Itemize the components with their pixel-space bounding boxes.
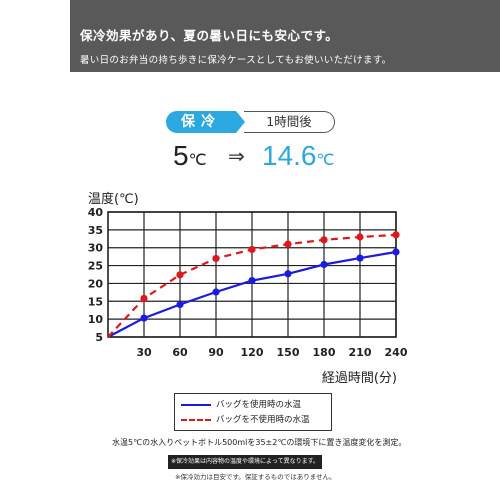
data-point [392, 248, 400, 256]
badge-time: 1時間後 [244, 111, 335, 133]
header-banner: 保冷効果があり、夏の暑い日にも安心です。 暑い日のお弁当の持ち歩きに保冷ケースと… [70, 0, 500, 72]
banner-subline: 暑い日のお弁当の持ち歩きに保冷ケースとしてもお使いいただけます。 [80, 55, 392, 66]
data-point [176, 271, 184, 279]
y-tick-label: 30 [88, 242, 104, 255]
legend-swatch-used [181, 404, 211, 406]
y-tick-label: 40 [88, 206, 104, 219]
temperature-line-chart: 温度(℃) 5 10 15 20 25 30 35 40 30 60 90 120 150 180 210… [88, 191, 408, 386]
data-point [212, 288, 220, 296]
chart-legend: バッグを使用時の水温 バッグを不使用時の水温 [174, 393, 332, 431]
data-point [212, 254, 220, 263]
disclaimer-box: ※保冷効果は内容物の温度や環境によって異なります。 [168, 455, 322, 469]
badge-arrow-icon [236, 111, 245, 133]
temp-before: 5℃ [173, 140, 207, 171]
x-tick-label: 240 [385, 346, 408, 359]
x-tick-label: 90 [208, 346, 224, 359]
y-axis-label: 温度(℃) [88, 191, 139, 207]
y-tick-label: 5 [95, 331, 103, 344]
x-tick-label: 120 [241, 346, 264, 359]
legend-swatch-unused [181, 419, 211, 421]
data-point [320, 260, 328, 269]
temperature-comparison: 5℃ ⇒ 14.6℃ [0, 140, 500, 176]
temp-after: 14.6℃ [262, 140, 335, 171]
y-tick-label: 25 [88, 260, 103, 273]
chart-grid [107, 211, 397, 338]
measurement-note: 水温5℃の水入りペットボトル500mlを35±2℃の環境下に置き温度変化を測定。 [112, 438, 407, 447]
x-tick-label: 30 [136, 346, 152, 359]
x-tick-label: 150 [277, 346, 300, 359]
data-point [176, 300, 184, 309]
data-point [356, 233, 364, 241]
y-tick-label: 15 [88, 295, 103, 308]
data-point [140, 314, 148, 322]
data-point [140, 294, 148, 303]
badge-label: 保冷 [166, 111, 236, 133]
data-point [392, 231, 400, 239]
chart-series [107, 231, 400, 338]
y-tick-label: 10 [88, 313, 104, 326]
y-tick-label: 20 [88, 277, 104, 290]
data-point [248, 245, 256, 254]
data-point [248, 276, 256, 285]
y-tick-label: 35 [88, 224, 103, 237]
disclaimer-line: ※保冷効力は目安です。保証するものではありません。 [175, 473, 336, 481]
data-point [284, 240, 292, 248]
x-tick-label: 180 [313, 346, 336, 359]
legend-label-used: バッグを使用時の水温 [216, 400, 302, 410]
x-tick-label: 60 [172, 346, 188, 359]
x-axis-label: 経過時間(分) [322, 371, 397, 386]
x-tick-labels: 30 60 90 120 150 180 210 240 [136, 346, 407, 359]
banner-headline: 保冷効果があり、夏の暑い日にも安心です。 [80, 28, 339, 43]
data-point [356, 254, 364, 262]
legend-label-unused: バッグを不使用時の水温 [216, 415, 310, 425]
x-tick-label: 210 [349, 346, 372, 359]
y-tick-labels: 5 10 15 20 25 30 35 40 [88, 206, 104, 344]
data-point [320, 236, 328, 244]
data-point [284, 270, 292, 278]
right-arrow-icon: ⇒ [228, 144, 245, 168]
cooling-badge: 保冷 1時間後 [166, 111, 335, 133]
